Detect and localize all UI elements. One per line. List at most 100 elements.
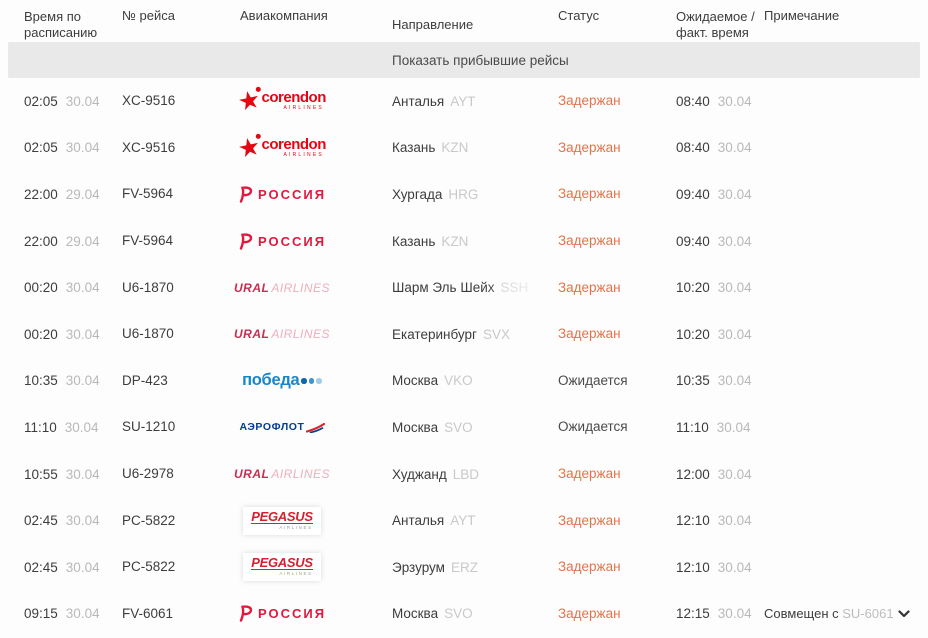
status-label: Задержан bbox=[558, 326, 621, 342]
note-codeshare-flight: SU-6061 bbox=[842, 606, 894, 622]
header-status: Статус bbox=[558, 8, 600, 23]
flight-row[interactable]: 00:20 30.04 U6-1870 ★ URAL A bbox=[0, 311, 928, 358]
destination-city: Эрзурум bbox=[392, 559, 445, 575]
pobeda-airlines-logo: победа bbox=[242, 371, 322, 390]
expected-time: 10:35 bbox=[676, 373, 710, 389]
flight-number-cell: U6-2978 bbox=[122, 465, 240, 483]
scheduled-time: 00:20 bbox=[24, 326, 58, 342]
destination-city: Москва bbox=[392, 419, 439, 435]
expected-time-cell: 10:35 30.04 bbox=[676, 373, 764, 388]
destination-code: KZN bbox=[441, 233, 469, 249]
expected-date: 30.04 bbox=[717, 186, 752, 202]
flight-number-cell: FV-6061 bbox=[122, 605, 240, 623]
scheduled-time: 00:20 bbox=[24, 280, 58, 296]
scheduled-time: 22:00 bbox=[24, 233, 58, 249]
destination-city: Екатеринбург bbox=[392, 326, 477, 342]
destination-city: Казань bbox=[392, 140, 436, 156]
expected-time-cell: 12:10 30.04 bbox=[676, 560, 764, 575]
scheduled-time-cell: 09:15 30.04 bbox=[0, 606, 122, 621]
flight-row[interactable]: 09:15 30.04 FV-6061 ★ РОССИЯ bbox=[0, 591, 928, 638]
status-label: Ожидается bbox=[558, 372, 628, 388]
rossiya-flag-icon bbox=[239, 232, 253, 250]
status-cell: Задержан bbox=[558, 92, 676, 110]
destination-city: Москва bbox=[392, 373, 439, 389]
note-text: Совмещен с SU-6061 bbox=[764, 606, 894, 621]
status-cell: Задержан bbox=[558, 465, 676, 483]
flight-row[interactable]: 00:20 30.04 U6-1870 ★ URAL A bbox=[0, 264, 928, 311]
direction-cell: Анталья AYT bbox=[392, 513, 558, 528]
flight-number-cell: SU-1210 bbox=[122, 418, 240, 436]
expected-time: 09:40 bbox=[676, 186, 710, 202]
expected-time-cell: 08:40 30.04 bbox=[676, 94, 764, 109]
expected-time: 12:10 bbox=[676, 559, 710, 575]
flight-number: SU-1210 bbox=[122, 419, 176, 435]
status-label: Задержан bbox=[558, 605, 621, 621]
flight-row[interactable]: 11:10 30.04 SU-1210 ★ bbox=[0, 404, 928, 451]
status-cell: Задержан bbox=[558, 232, 676, 250]
scheduled-time-cell: 00:20 30.04 bbox=[0, 327, 122, 342]
scheduled-time-cell: 10:55 30.04 bbox=[0, 467, 122, 482]
aeroflot-airlines-logo: АЭРОФЛОТ bbox=[239, 421, 325, 434]
rossiya-flag-icon bbox=[239, 186, 253, 203]
header-scheduled-time: Время по расписанию bbox=[24, 9, 98, 40]
airline-cell: ★ РОССИЯ bbox=[238, 186, 392, 203]
status-label: Задержан bbox=[558, 279, 621, 295]
flight-number-cell: DP-423 bbox=[122, 372, 240, 390]
flight-row[interactable]: 02:05 30.04 XC-9516 ★ corendon AIRLINES bbox=[0, 125, 928, 172]
scheduled-time-cell: 22:00 29.04 bbox=[0, 234, 122, 249]
expected-time-cell: 12:00 30.04 bbox=[676, 467, 764, 482]
scheduled-time-cell: 02:45 30.04 bbox=[0, 560, 122, 575]
flight-row[interactable]: 22:00 29.04 FV-5964 ★ РОССИЯ bbox=[0, 218, 928, 265]
expected-date: 30.04 bbox=[717, 140, 752, 156]
destination-code: LBD bbox=[452, 466, 480, 482]
scheduled-date: 30.04 bbox=[65, 513, 100, 529]
show-arrived-flights-button[interactable]: Показать прибывшие рейсы bbox=[8, 42, 920, 78]
direction-cell: Екатеринбург SVX bbox=[392, 327, 558, 342]
note-cell: Совмещен с SU-6061 bbox=[764, 606, 928, 622]
flight-row[interactable]: 02:45 30.04 PC-5822 ★ bbox=[0, 497, 928, 544]
expected-date: 30.04 bbox=[717, 466, 752, 482]
direction-cell: Анталья AYT bbox=[392, 94, 558, 109]
expected-date: 30.04 bbox=[717, 373, 752, 389]
direction-cell: Эрзурум ERZ bbox=[392, 560, 558, 575]
direction-cell: Шарм Эль Шейх SSH bbox=[392, 280, 558, 295]
flight-row[interactable]: 10:35 30.04 DP-423 ★ bbox=[0, 358, 928, 405]
status-cell: Задержан bbox=[558, 325, 676, 343]
status-label: Задержан bbox=[558, 559, 621, 575]
rossiya-airlines-logo: РОССИЯ bbox=[238, 186, 326, 203]
rossiya-airlines-logo: РОССИЯ bbox=[238, 605, 326, 623]
destination-code: VKO bbox=[444, 373, 473, 389]
scheduled-date: 30.04 bbox=[65, 559, 100, 575]
flight-number: U6-1870 bbox=[122, 326, 174, 342]
direction-cell: Казань KZN bbox=[392, 234, 558, 249]
flight-number: XC-9516 bbox=[122, 93, 176, 109]
flight-number-cell: XC-9516 bbox=[122, 139, 240, 157]
scheduled-time: 22:00 bbox=[24, 186, 58, 202]
header-flight-number: № рейса bbox=[122, 8, 176, 23]
expected-time-cell: 08:40 30.04 bbox=[676, 140, 764, 155]
flight-row[interactable]: 22:00 29.04 FV-5964 ★ РОССИЯ bbox=[0, 171, 928, 218]
flight-row[interactable]: 02:05 30.04 XC-9516 ★ corendon AIRLINES bbox=[0, 78, 928, 125]
destination-code: SSH bbox=[500, 280, 529, 296]
destination-code: KZN bbox=[441, 140, 469, 156]
destination-code: SVX bbox=[482, 326, 510, 342]
chevron-down-icon[interactable] bbox=[894, 606, 914, 622]
flight-number: FV-5964 bbox=[122, 233, 174, 249]
note-prefix: Совмещен с bbox=[764, 606, 839, 622]
pegasus-airlines-logo: PEGASUS AIRLINES bbox=[243, 506, 321, 535]
flight-row[interactable]: 02:45 30.04 PC-5822 ★ bbox=[0, 544, 928, 591]
airline-cell: ★ РОССИЯ bbox=[239, 232, 392, 250]
scheduled-time-cell: 22:00 29.04 bbox=[0, 187, 122, 202]
expected-time-cell: 09:40 30.04 bbox=[676, 234, 764, 249]
status-label: Ожидается bbox=[558, 419, 628, 435]
destination-city: Анталья bbox=[392, 93, 445, 109]
scheduled-time: 02:45 bbox=[24, 559, 58, 575]
status-label: Задержан bbox=[558, 512, 621, 528]
header-note: Примечание bbox=[764, 8, 840, 23]
flight-number-cell: FV-5964 bbox=[122, 185, 240, 203]
expected-date: 30.04 bbox=[717, 233, 752, 249]
flight-number-cell: FV-5964 bbox=[122, 232, 240, 250]
flight-number: U6-2978 bbox=[122, 466, 174, 482]
flight-row[interactable]: 10:55 30.04 U6-2978 ★ URAL A bbox=[0, 451, 928, 498]
airline-cell: ★ bbox=[240, 506, 392, 535]
